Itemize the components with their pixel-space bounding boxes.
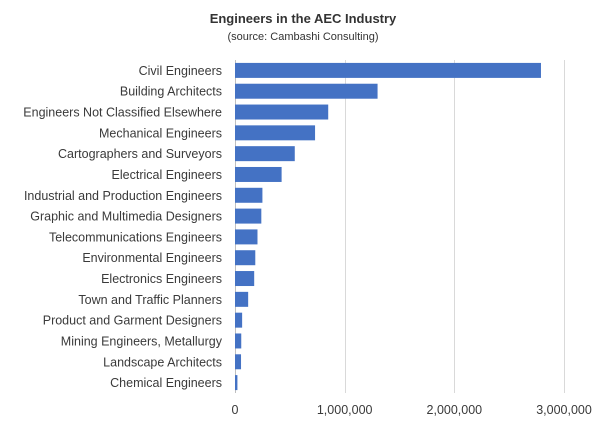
bar [235,312,243,328]
category-label: Electrical Engineers [112,168,222,182]
category-labels: Civil Engineers Building Architects Engine… [23,64,222,390]
x-tick-label: 1,000,000 [317,403,373,417]
x-tick-label: 3,000,000 [536,403,592,417]
category-label: Product and Garment Designers [43,314,222,328]
bar [235,354,242,370]
x-tick-label: 2,000,000 [427,403,483,417]
bar [235,125,316,141]
category-label: Electronics Engineers [101,272,222,286]
category-label: Mining Engineers, Metallurgy [61,334,223,348]
bar [235,83,378,99]
bars [235,62,541,391]
chart-title: Engineers in the AEC Industry [210,11,397,26]
x-tick-labels: 0 1,000,000 2,000,000 3,000,000 [232,403,592,417]
category-label: Industrial and Production Engineers [24,189,222,203]
chart-subtitle: (source: Cambashi Consulting) [227,31,378,43]
bar [235,208,262,224]
bar [235,146,295,162]
bar [235,62,541,78]
bar [235,291,249,307]
x-tick-label: 0 [232,403,239,417]
bar [235,375,238,391]
category-label: Environmental Engineers [82,251,222,265]
category-label: Telecommunications Engineers [49,230,222,244]
bar [235,250,256,266]
category-label: Chemical Engineers [110,376,222,390]
bar [235,271,255,287]
bar [235,104,329,120]
category-label: Cartographers and Surveyors [58,147,222,161]
bar [235,333,242,349]
category-label: Engineers Not Classified Elsewhere [23,106,222,120]
category-label: Graphic and Multimedia Designers [30,210,222,224]
category-label: Civil Engineers [139,64,222,78]
bar [235,229,258,245]
category-label: Landscape Architects [103,355,222,369]
category-label: Town and Traffic Planners [78,293,222,307]
bar [235,187,263,203]
bar [235,166,282,182]
category-label: Building Architects [120,85,222,99]
category-label: Mechanical Engineers [99,126,222,140]
